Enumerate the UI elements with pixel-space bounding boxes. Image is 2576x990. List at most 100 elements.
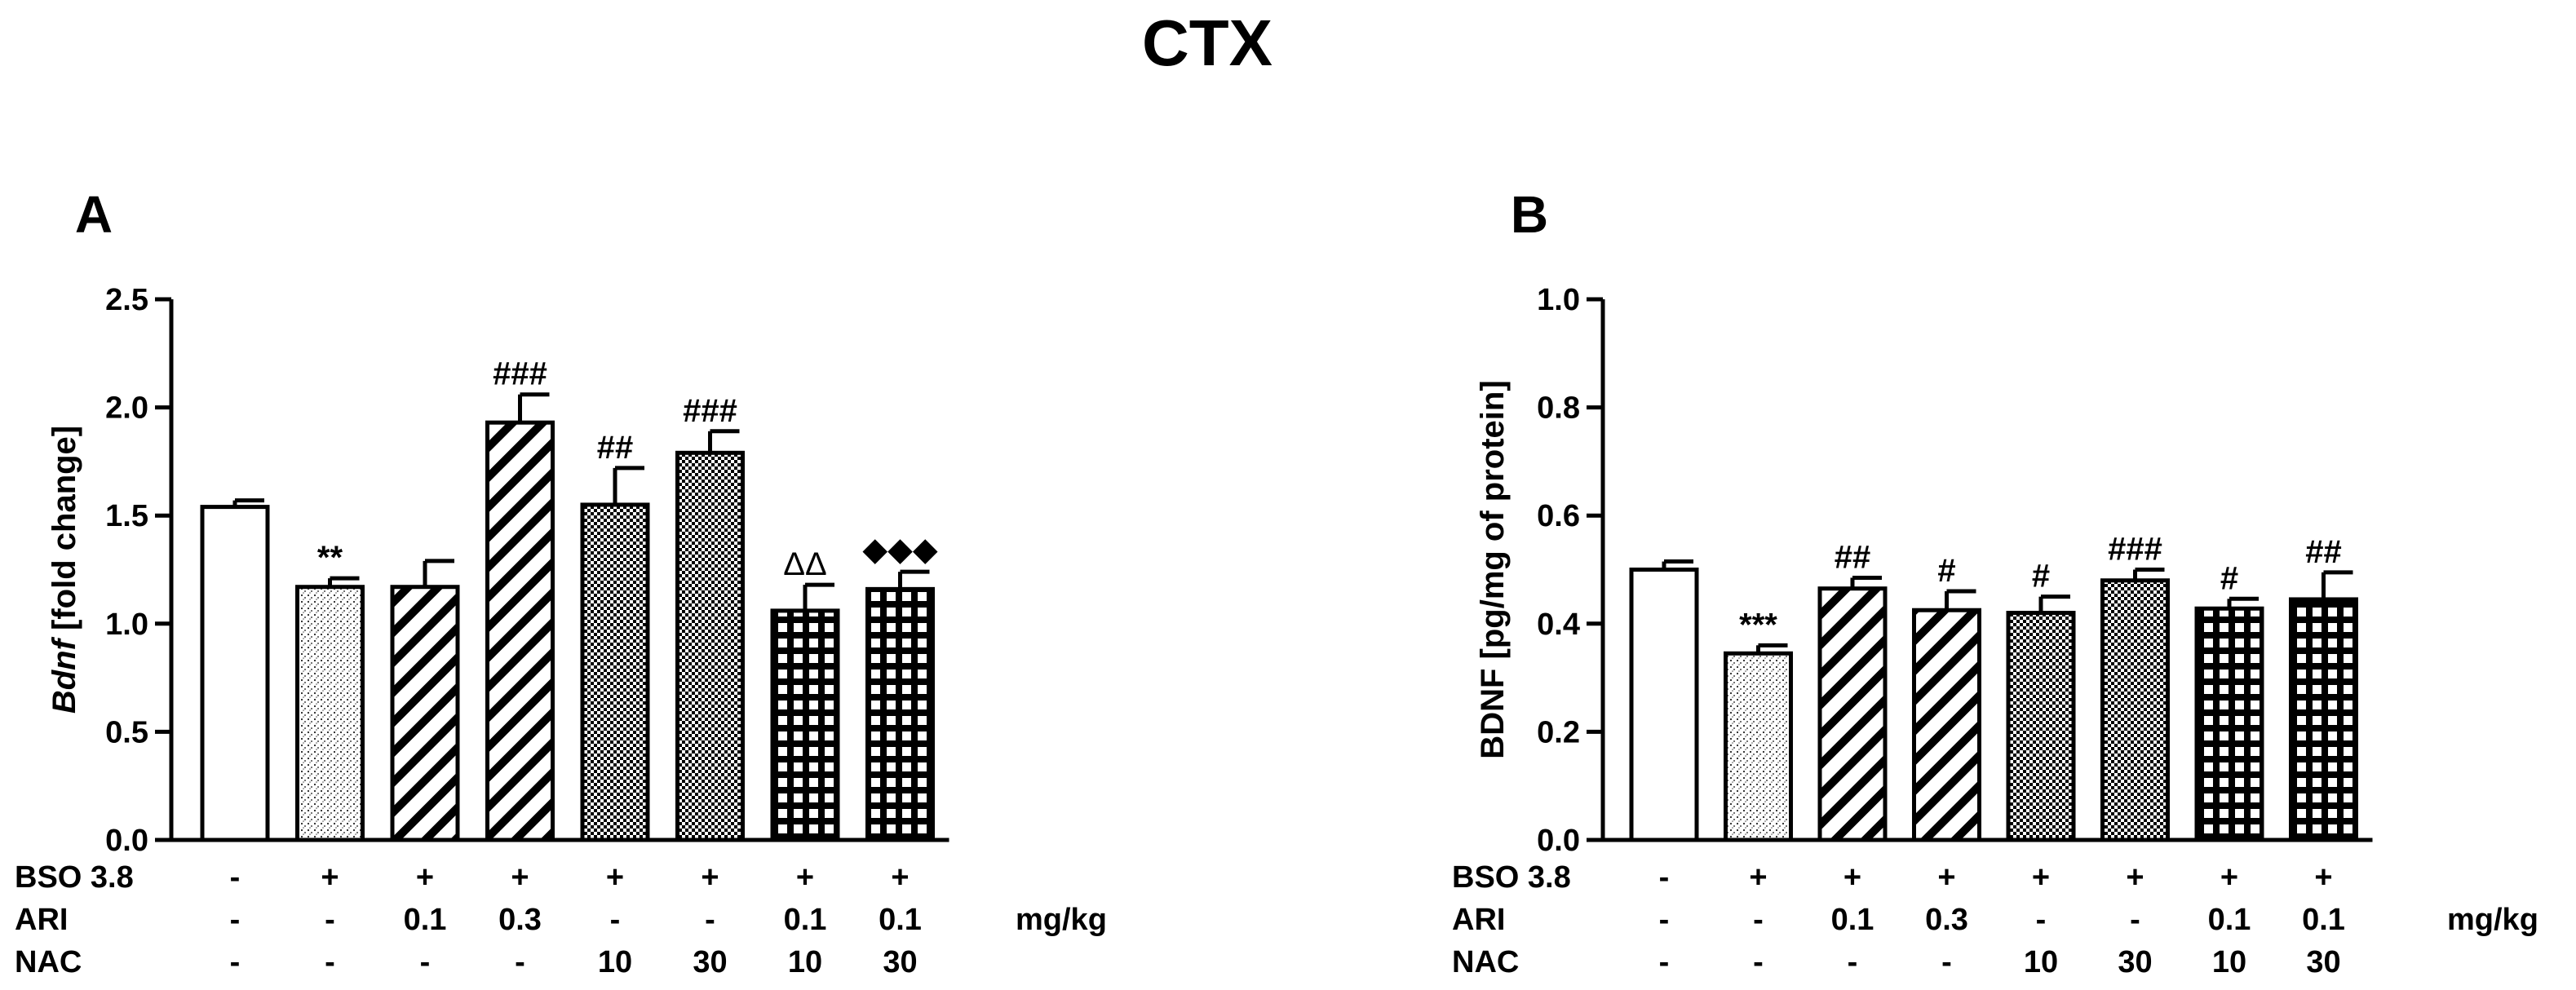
y-tick-label: 0.5	[105, 715, 148, 749]
row-label: NAC	[15, 945, 82, 979]
bar	[1629, 568, 1699, 842]
y-axis-label-italic: Bdnf	[46, 636, 82, 714]
treatment-cell: -	[1941, 945, 1952, 979]
y-axis-label: Bdnf [fold change]	[46, 426, 82, 714]
treatment-cell: +	[416, 860, 434, 895]
row-label: NAC	[1452, 945, 1519, 979]
treatment-cell: 30	[2306, 945, 2340, 979]
significance-label: ΔΔ	[783, 546, 826, 582]
treatment-cell: +	[1937, 860, 1955, 895]
y-tick-label: 1.5	[105, 499, 148, 533]
significance-label: **	[317, 540, 343, 576]
treatment-cell: -	[325, 903, 335, 937]
treatment-cell: +	[2126, 860, 2144, 895]
treatment-cell: +	[2032, 860, 2050, 895]
bar	[2289, 597, 2358, 842]
significance-label: ##	[1835, 539, 1871, 575]
significance-label: ◆◆◆	[862, 532, 938, 568]
treatment-cell: -	[1753, 945, 1764, 979]
row-label: ARI	[15, 903, 68, 937]
bar	[1912, 608, 1981, 842]
y-tick-label: 0.8	[1537, 391, 1580, 426]
treatment-cell: -	[1848, 945, 1858, 979]
treatment-cell: +	[321, 860, 339, 895]
treatment-cell: -	[2130, 903, 2140, 937]
y-tick-label: 0.6	[1537, 499, 1580, 533]
treatment-cell: +	[2220, 860, 2238, 895]
treatment-cell: -	[420, 945, 431, 979]
significance-label: #	[2032, 559, 2050, 594]
bar	[865, 586, 935, 842]
y-tick-label: 1.0	[1537, 283, 1580, 317]
significance-label: ###	[493, 356, 547, 392]
bar	[580, 502, 650, 842]
y-tick-label: 0.0	[1537, 824, 1580, 858]
y-tick-label: 0.2	[1537, 715, 1580, 749]
row-label: BSO 3.8	[15, 860, 134, 895]
bar	[770, 608, 840, 842]
row-label: ARI	[1452, 903, 1505, 937]
significance-label: ***	[1739, 607, 1777, 643]
treatment-cell: -	[610, 903, 621, 937]
treatment-cell: 0.3	[1925, 903, 1968, 937]
treatment-cell: 10	[788, 945, 822, 979]
treatment-cell: +	[1749, 860, 1767, 895]
treatment-cell: 30	[2118, 945, 2152, 979]
panel-a: A 0.0 0.5 1.0 1.5 2.0 2.5 Bdnf [fold change] ** #…	[15, 185, 1107, 979]
significance-label: #	[2220, 560, 2238, 596]
treatment-cell: -	[325, 945, 335, 979]
treatment-cell: 0.1	[2208, 903, 2251, 937]
treatment-cell: 10	[2024, 945, 2058, 979]
treatment-cell: -	[230, 945, 241, 979]
significance-label: #	[1937, 553, 1955, 589]
treatment-cell: +	[2314, 860, 2332, 895]
treatment-cell: -	[705, 903, 715, 937]
treatment-cell: 0.3	[498, 903, 542, 937]
bar	[1724, 651, 1793, 842]
significance-label: ##	[2305, 534, 2342, 570]
treatment-cell: +	[796, 860, 814, 895]
treatment-cell: 10	[2212, 945, 2246, 979]
bar	[390, 585, 460, 842]
treatment-cell: +	[701, 860, 719, 895]
treatment-cell: 10	[598, 945, 632, 979]
treatment-cell: +	[891, 860, 909, 895]
y-tick-label: 2.0	[105, 391, 148, 426]
treatment-cell: -	[230, 903, 241, 937]
significance-label: ###	[2108, 532, 2162, 568]
treatment-cell: 30	[883, 945, 917, 979]
y-axis-label-text: BDNF [pg/mg of protein]	[1475, 380, 1511, 758]
bar	[2100, 578, 2170, 842]
bar	[1817, 586, 1888, 842]
unit-label: mg/kg	[2447, 903, 2538, 937]
y-tick-label: 0.4	[1537, 608, 1580, 642]
bar	[295, 585, 365, 842]
treatment-cell: 0.1	[879, 903, 922, 937]
treatment-cell: +	[511, 860, 529, 895]
treatment-cell: 30	[693, 945, 727, 979]
treatment-cell: 0.1	[404, 903, 447, 937]
treatment-cell: -	[230, 860, 241, 895]
treatment-cell: 0.1	[1831, 903, 1874, 937]
treatment-cell: +	[606, 860, 624, 895]
treatment-cell: 0.1	[784, 903, 827, 937]
treatment-cell: 0.1	[2302, 903, 2345, 937]
bar	[675, 450, 745, 842]
y-tick-label: 2.5	[105, 283, 148, 317]
treatment-cell: -	[2036, 903, 2047, 937]
significance-label: ##	[597, 430, 634, 466]
treatment-cell: -	[1659, 945, 1670, 979]
treatment-cell: -	[515, 945, 525, 979]
bar	[2194, 606, 2264, 842]
panel-letter: A	[75, 185, 113, 244]
treatment-cell: +	[1843, 860, 1861, 895]
y-tick-label: 0.0	[105, 824, 148, 858]
panel-letter: B	[1511, 185, 1548, 244]
row-label: BSO 3.8	[1452, 860, 1571, 895]
treatment-cell: -	[1753, 903, 1764, 937]
bar	[200, 505, 270, 842]
figure-title: CTX	[1142, 7, 1273, 79]
unit-label: mg/kg	[1016, 903, 1107, 937]
y-tick-label: 1.0	[105, 608, 148, 642]
